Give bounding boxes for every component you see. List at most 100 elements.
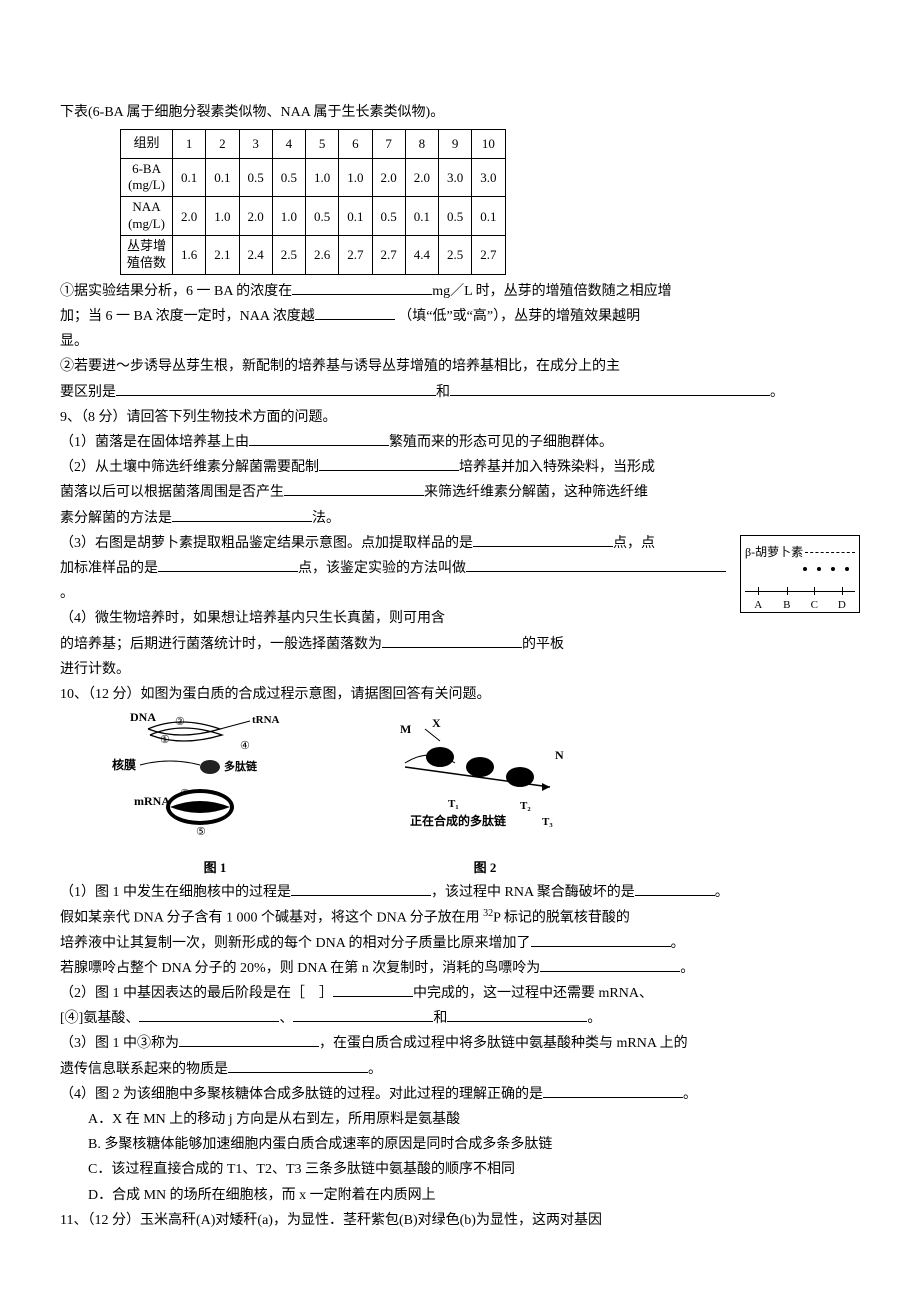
dot-icon (831, 567, 835, 571)
cell: 0.5 (239, 158, 272, 197)
blank (179, 1032, 319, 1047)
col-7: 7 (372, 130, 405, 158)
cell: 4.4 (405, 236, 438, 275)
dot-icon (803, 567, 807, 571)
blank (116, 381, 436, 396)
blank (447, 1007, 587, 1022)
tick-B: B (783, 596, 790, 616)
cell: 0.5 (306, 197, 339, 236)
cell: 0.1 (206, 158, 239, 197)
q9-4c: 进行计数。 (60, 657, 860, 682)
col-6: 6 (339, 130, 372, 158)
tick-A: A (754, 596, 762, 616)
blank (333, 982, 413, 997)
q-table-1-line1: ①据实验结果分析，6 一 BA 的浓度在mg／L 时，丛芽的增殖倍数随之相应增 (60, 279, 860, 304)
table-row: NAA(mg/L) 2.0 1.0 2.0 1.0 0.5 0.1 0.5 0.… (121, 197, 506, 236)
cell: 0.5 (272, 158, 305, 197)
dot-icon (817, 567, 821, 571)
figure-2: M X N T₁ T₂ T₃ 正在合成的多肽链 图 2 (370, 707, 600, 880)
row-mult-label: 丛芽增殖倍数 (121, 236, 173, 275)
q-table-1-line3: 显。 (60, 329, 860, 354)
dot-icon (845, 567, 849, 571)
svg-text:⑤: ⑤ (196, 826, 206, 838)
col-8: 8 (405, 130, 438, 158)
row-naa-label: NAA(mg/L) (121, 197, 173, 236)
cell: 2.1 (206, 236, 239, 275)
q-table-1-line2: 加；当 6 一 BA 浓度一定时，NAA 浓度越 （填“低”或“高”），丛芽的增… (60, 304, 860, 329)
cell: 2.7 (472, 236, 505, 275)
experiment-table: 组别 1 2 3 4 5 6 7 8 9 10 6-BA(mg/L) 0.1 0… (120, 129, 506, 275)
option-D: D．合成 MN 的场所在细胞核，而 x 一定附着在内质网上 (88, 1183, 860, 1208)
q9-2b: 菌落以后可以根据菌落周围是否产生来筛选纤维素分解菌，这种筛选纤维 (60, 480, 860, 505)
col-3: 3 (239, 130, 272, 158)
fig1-caption: 图 1 (100, 856, 330, 879)
q9-1: （1）菌落是在固体培养基上由繁殖而来的形态可见的子细胞群体。 (60, 430, 860, 455)
cell: 0.5 (372, 197, 405, 236)
beta-carotene-label: β-胡萝卜素 (745, 542, 803, 564)
q10-2b: [④]氨基酸、、和。 (60, 1006, 860, 1031)
q10-2a: （2）图 1 中基因表达的最后阶段是在［ ］中完成的，这一过程中还需要 mRNA… (60, 981, 860, 1006)
cell: 1.0 (206, 197, 239, 236)
blank (315, 305, 395, 320)
svg-text:tRNA: tRNA (252, 714, 280, 726)
blank (292, 280, 432, 295)
cell: 0.1 (339, 197, 372, 236)
svg-text:T₂: T₂ (520, 800, 531, 812)
q10-3a: （3）图 1 中③称为，在蛋白质合成过程中将多肽链中氨基酸种类与 mRNA 上的 (60, 1031, 860, 1056)
col-10: 10 (472, 130, 505, 158)
cell: 2.5 (439, 236, 472, 275)
svg-text:正在合成的多肽链: 正在合成的多肽链 (410, 813, 507, 828)
blank (543, 1083, 683, 1098)
blank (293, 1007, 433, 1022)
dna-label: DNA (130, 710, 156, 724)
blank (172, 507, 312, 522)
cell: 2.7 (339, 236, 372, 275)
intro-text: 下表(6-BA 属于细胞分裂素类似物、NAA 属于生长素类似物)。 (60, 100, 860, 125)
svg-text:mRNA: mRNA (134, 794, 170, 808)
q10-title: 10、（12 分）如图为蛋白质的合成过程示意图，请据图回答有关问题。 (60, 682, 860, 707)
table-header-row: 组别 1 2 3 4 5 6 7 8 9 10 (121, 130, 506, 158)
figure-row: DNA ② ① tRNA ④ 核膜 多肽链 mRNA ③ ⑤ 图 1 M X (60, 707, 860, 880)
col-2: 2 (206, 130, 239, 158)
blank (319, 456, 459, 471)
figure-1: DNA ② ① tRNA ④ 核膜 多肽链 mRNA ③ ⑤ 图 1 (100, 707, 330, 880)
table-row: 丛芽增殖倍数 1.6 2.1 2.4 2.5 2.6 2.7 2.7 4.4 2… (121, 236, 506, 275)
q9-2a: （2）从土壤中筛选纤维素分解菌需要配制培养基并加入特殊染料，当形成 (60, 455, 860, 480)
tick-C: C (811, 596, 818, 616)
q10-1d: 若腺嘌呤占整个 DNA 分子的 20%，则 DNA 在第 n 次复制时，消耗的鸟… (60, 956, 860, 981)
blank (249, 431, 389, 446)
cell: 0.5 (439, 197, 472, 236)
q9-2c: 素分解菌的方法是法。 (60, 506, 860, 531)
q10-4: （4）图 2 为该细胞中多聚核糖体合成多肽链的过程。对此过程的理解正确的是。 (60, 1082, 860, 1107)
q-table-2-line1: ②若要进～步诱导丛芽生根，新配制的培养基与诱导丛芽增殖的培养基相比，在成分上的主 (60, 354, 860, 379)
col-5: 5 (306, 130, 339, 158)
cell: 2.4 (239, 236, 272, 275)
chrom-axis: A B C D (745, 591, 855, 606)
option-A: A．X 在 MN 上的移动 j 方向是从右到左，所用原料是氨基酸 (88, 1107, 860, 1132)
blank (635, 881, 715, 896)
blank (228, 1058, 368, 1073)
isotope-sup: 32 (483, 908, 493, 919)
q10-3b: 遗传信息联系起来的物质是。 (60, 1057, 860, 1082)
cell: 1.0 (339, 158, 372, 197)
blank (139, 1007, 279, 1022)
option-C: C．该过程直接合成的 T1、T2、T3 三条多肽链中氨基酸的顺序不相同 (88, 1157, 860, 1182)
q10-options: A．X 在 MN 上的移动 j 方向是从右到左，所用原料是氨基酸 B. 多聚核糖… (88, 1107, 860, 1208)
q10-1b: 假如某亲代 DNA 分子含有 1 000 个碱基对，将这个 DNA 分子放在用 … (60, 905, 860, 931)
chromatography-figure: β-胡萝卜素 A B C D (740, 535, 860, 614)
blank (284, 481, 424, 496)
blank (531, 932, 671, 947)
option-B: B. 多聚核糖体能够加速细胞内蛋白质合成速率的原因是同时合成多条多肽链 (88, 1132, 860, 1157)
svg-text:④: ④ (240, 740, 250, 752)
col-group: 组别 (121, 130, 173, 158)
cell: 2.7 (372, 236, 405, 275)
svg-text:M: M (400, 722, 411, 736)
blank (473, 532, 613, 547)
q-table-2-line2: 要区别是和。 (60, 380, 860, 405)
tick-D: D (838, 596, 846, 616)
svg-text:N: N (555, 748, 564, 762)
blank (540, 957, 680, 972)
cell: 3.0 (472, 158, 505, 197)
cell: 1.0 (306, 158, 339, 197)
cell: 2.6 (306, 236, 339, 275)
